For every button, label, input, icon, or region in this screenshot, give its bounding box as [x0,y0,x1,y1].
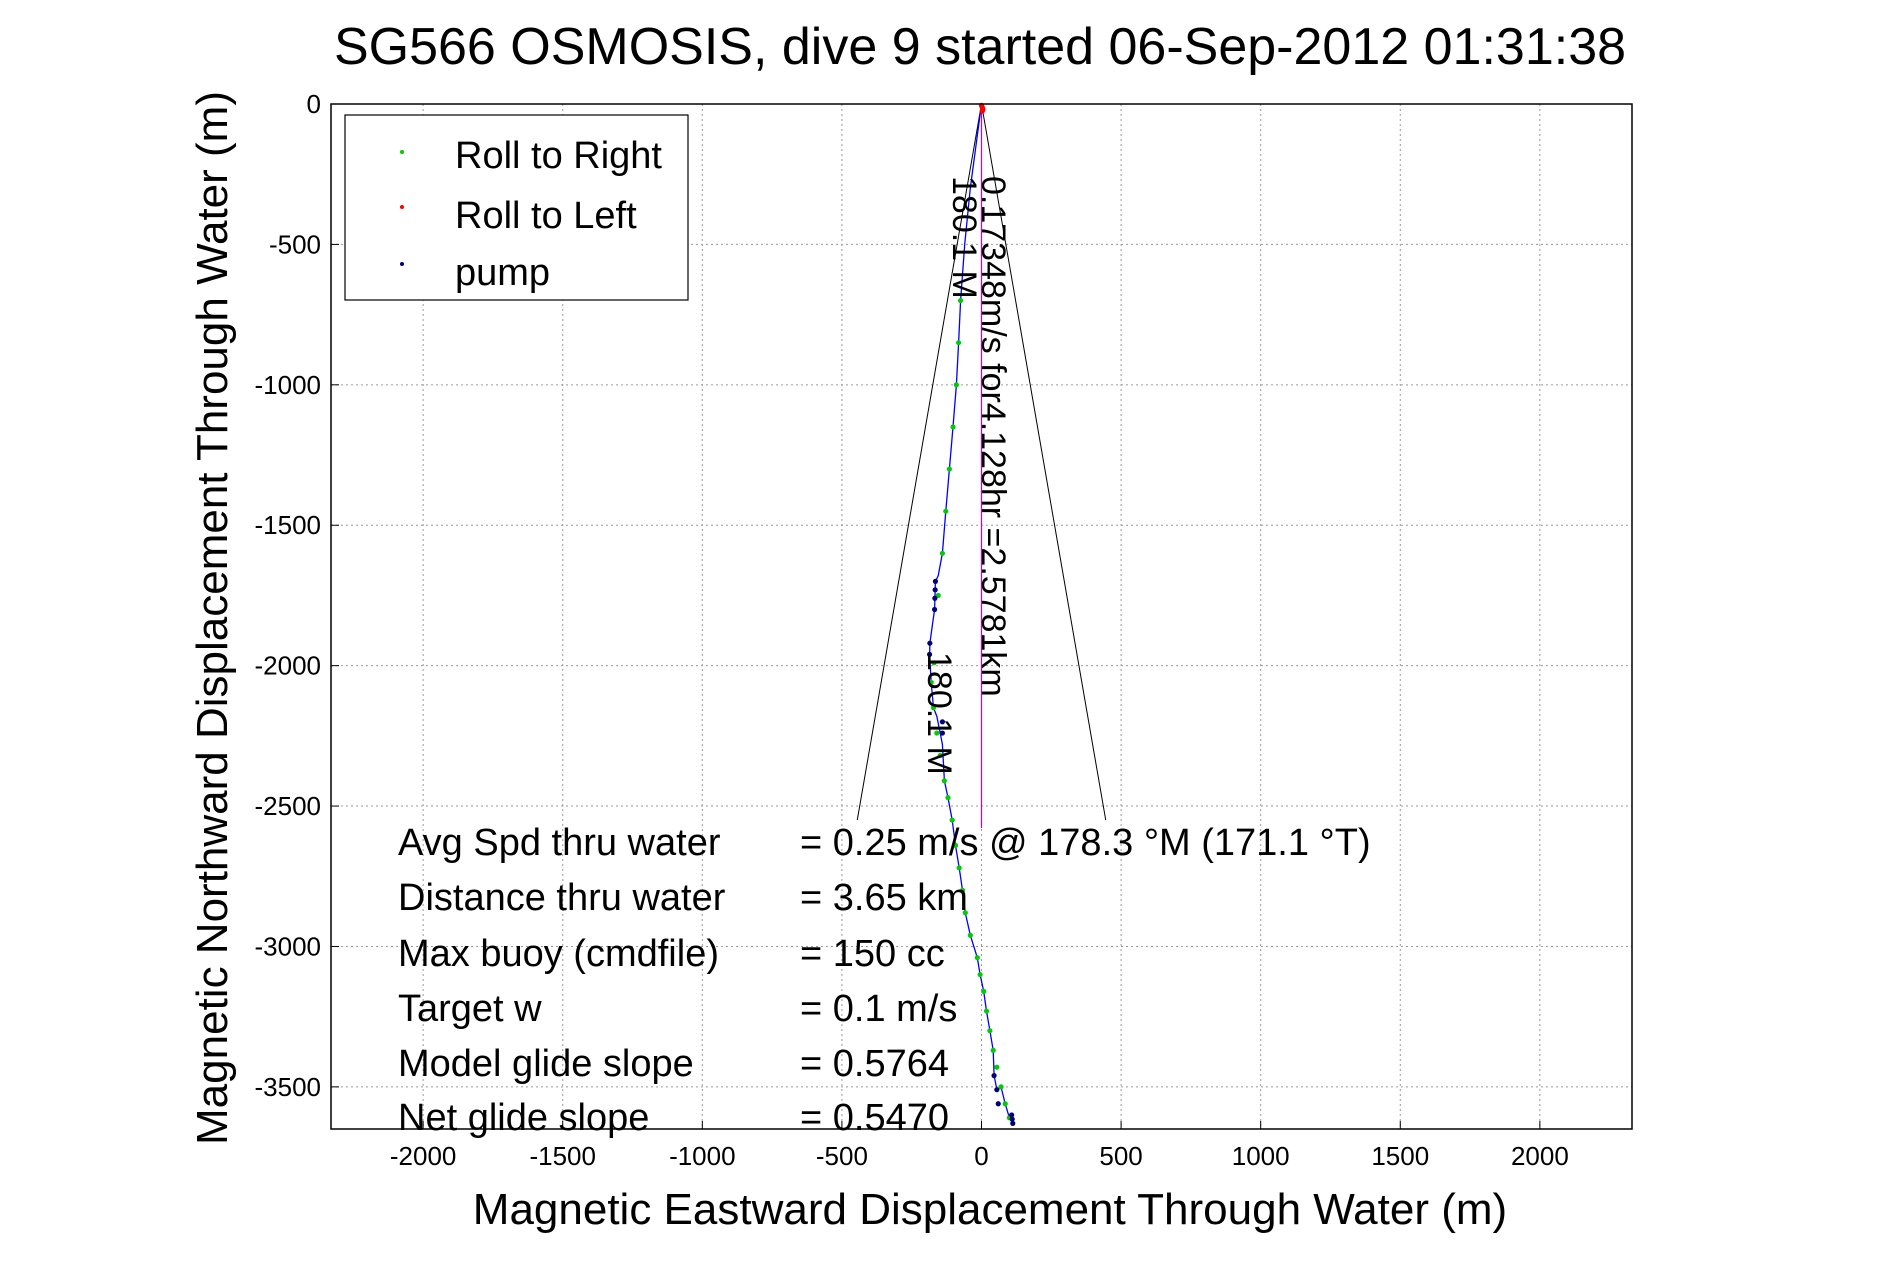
y-tick-label: 0 [307,89,321,119]
x-axis-label: Magnetic Eastward Displacement Through W… [473,1185,1507,1234]
x-tick-label: -1500 [529,1141,596,1171]
x-tick-label: -1000 [669,1141,736,1171]
track-points [926,102,1016,1126]
cone-line [856,103,982,821]
point-pump [931,606,938,613]
legend-label-roll-right: Roll to Right [455,135,662,177]
stat-value-max-buoy: = 150 cc [800,933,945,975]
point-roll-to-right [946,466,952,472]
y-tick-label: -2500 [255,791,322,821]
y-tick-label: -1500 [255,510,322,540]
point-pump [1010,1120,1016,1126]
point-roll-to-right [943,508,949,514]
x-tick-label: 2000 [1511,1141,1569,1171]
point-roll-to-right [949,817,955,823]
point-roll-to-left [979,108,985,114]
heading-annotation-lower: 180.1 M [920,652,958,775]
y-tick-labels: 0 -500 -1000 -1500 -2000 -2500 -3000 -3500 [255,89,322,1102]
stat-label-distance: Distance thru water [398,877,726,919]
cone-line [981,103,1107,821]
x-tick-label: 1000 [1232,1141,1290,1171]
point-roll-to-right [956,340,962,346]
stat-value-target-w: = 0.1 m/s [800,988,957,1030]
y-tick-label: -500 [269,229,321,259]
stat-label-max-buoy: Max buoy (cmdfile) [398,933,719,975]
heading-annotation-upper: 180.1 M [945,176,983,299]
point-roll-to-right [937,752,943,759]
point-pump [932,587,938,593]
stat-label-avg-speed: Avg Spd thru water [398,822,721,864]
chart-title: SG566 OSMOSIS, dive 9 started 06-Sep-201… [334,18,1626,76]
point-roll-to-right [959,887,966,893]
stat-value-net-glide: = 0.5470 [800,1097,949,1139]
x-tick-label: 0 [974,1141,988,1171]
point-roll-to-right [950,424,956,430]
point-pump [932,595,938,601]
legend: Roll to Right Roll to Left pump [344,114,689,301]
stat-value-model-glide: = 0.5764 [800,1043,949,1085]
y-axis-label: Magnetic Northward Displacement Through … [188,91,237,1145]
stat-label-model-glide: Model glide slope [398,1043,694,1085]
point-roll-to-right [990,1047,996,1053]
x-tick-label: -2000 [390,1141,457,1171]
x-tick-label: -500 [816,1141,868,1171]
point-roll-to-right [981,988,987,994]
point-pump [994,1087,1000,1093]
y-tick-label: -3500 [255,1072,322,1102]
legend-marker-pump [400,262,404,266]
legend-label-roll-left: Roll to Left [455,195,637,237]
point-roll-to-right [967,932,973,938]
legend-label-pump: pump [455,252,550,294]
point-pump [932,578,939,584]
point-pump [1009,1116,1015,1122]
x-tick-labels: -2000 -1500 -1000 -500 0 500 1000 1500 2000 [390,1141,1569,1171]
point-pump [1009,1112,1015,1118]
point-pump [939,730,946,736]
point-roll-to-right [1002,1101,1008,1107]
point-roll-to-right [962,910,968,916]
x-tick-label: 1500 [1371,1141,1429,1171]
point-pump [927,640,933,646]
point-pump [939,719,946,725]
y-tick-label: -2000 [255,651,322,681]
legend-marker-roll-right [400,150,404,154]
legend-marker-roll-left [400,205,404,209]
point-roll-to-right [945,795,951,801]
track-line [928,103,1014,1124]
point-pump [991,1073,997,1079]
stat-value-avg-speed: = 0.25 m/s @ 178.3 °M (171.1 °T) [800,822,1371,864]
point-pump [926,651,933,658]
point-roll-to-right [952,842,959,848]
stats-block: Avg Spd thru water = 0.25 m/s @ 178.3 °M… [398,822,1371,1139]
cone-lines [856,103,1107,828]
point-pump [995,1101,1001,1107]
point-roll-to-right [931,660,937,666]
stat-value-distance: = 3.65 km [800,877,968,919]
point-roll-to-right [941,778,947,784]
point-roll-to-right [994,1064,1000,1070]
point-roll-to-right [983,1008,990,1014]
point-roll-to-right [928,679,934,686]
point-roll-to-right [956,865,962,871]
stat-label-target-w: Target w [398,988,542,1030]
y-tick-label: -3000 [255,931,322,961]
stat-label-net-glide: Net glide slope [398,1097,649,1139]
x-tick-label: 500 [1099,1141,1142,1171]
point-roll-to-right [974,955,980,961]
y-tick-label: -1000 [255,370,322,400]
plot-frame [330,103,1633,1130]
point-roll-to-right [957,297,964,304]
point-roll-to-right [939,550,946,556]
track-lines [928,103,1014,1124]
point-roll-to-right [953,382,959,388]
current-annotation: 0.17348m/s for4.128hr =2.5781km [974,176,1012,697]
point-roll-to-right [987,1028,993,1034]
point-roll-to-right [934,730,940,736]
point-roll-to-right [930,705,937,711]
point-roll-to-right [977,971,983,978]
point-roll-to-right [998,1084,1004,1090]
